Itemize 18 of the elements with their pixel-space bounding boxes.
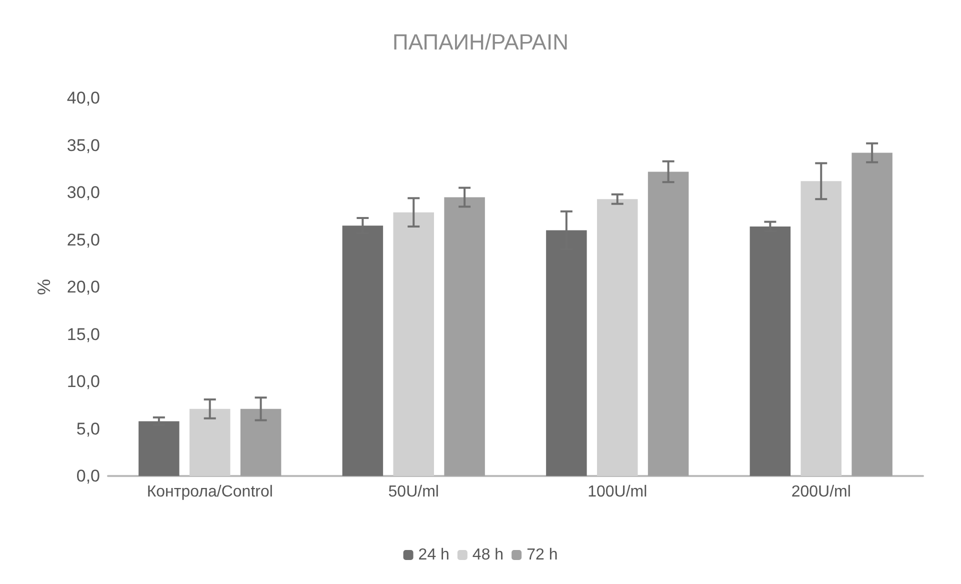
x-tick-label: 200U/ml [791, 484, 851, 500]
x-tick-label: 100U/ml [588, 484, 648, 500]
chart-title: ПАПАИН/PAPAIN [392, 30, 568, 54]
y-tick-label: 40,0 [66, 88, 100, 108]
x-tick-label: Контрола/Control [146, 484, 273, 500]
legend-label: 48 h [472, 546, 504, 564]
y-tick-label: 15,0 [66, 324, 100, 344]
y-tick-label: 35,0 [66, 136, 100, 155]
y-tick-label: 30,0 [66, 183, 100, 202]
y-tick-label: 25,0 [66, 230, 100, 250]
y-tick-label: 0,0 [76, 466, 100, 486]
legend-label: 24 h [418, 546, 450, 564]
y-tick-label: 20,0 [66, 278, 100, 296]
y-tick-label: 10,0 [66, 372, 100, 391]
x-tick-label: 50U/ml [388, 484, 439, 500]
y-axis-title: % [34, 278, 54, 296]
y-tick-label: 5,0 [76, 419, 100, 438]
legend-label: 72 h [526, 546, 558, 564]
